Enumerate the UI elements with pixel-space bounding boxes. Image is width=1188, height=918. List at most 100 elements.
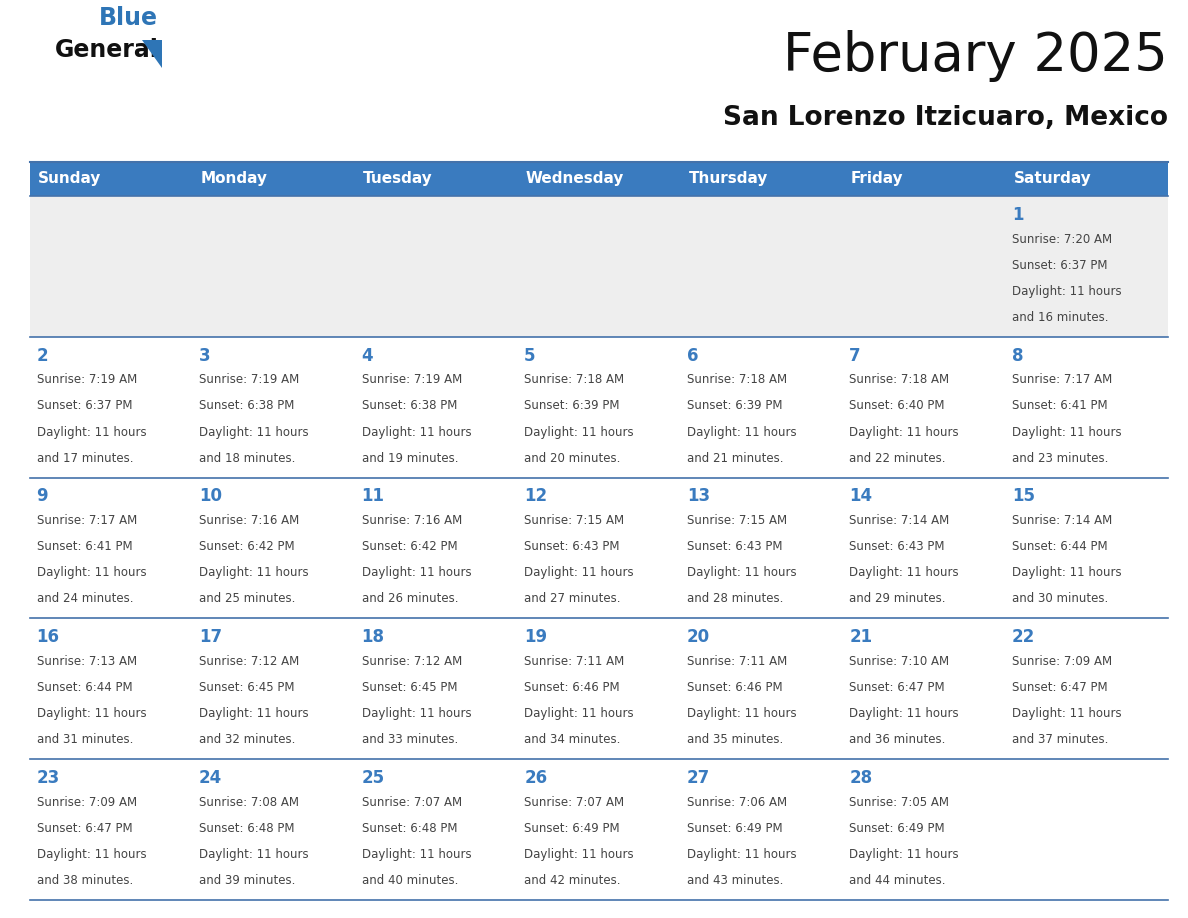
Text: Daylight: 11 hours: Daylight: 11 hours [361, 566, 472, 579]
Text: Daylight: 11 hours: Daylight: 11 hours [849, 426, 959, 439]
Text: and 39 minutes.: and 39 minutes. [200, 874, 296, 887]
Bar [1005, 619, 1168, 759]
Text: 19: 19 [524, 628, 548, 646]
Text: and 44 minutes.: and 44 minutes. [849, 874, 946, 887]
Bar [192, 196, 355, 337]
Text: and 19 minutes.: and 19 minutes. [361, 452, 459, 465]
Text: Friday: Friday [851, 172, 904, 186]
Text: Daylight: 11 hours: Daylight: 11 hours [849, 848, 959, 861]
Bar [518, 619, 681, 759]
Text: 8: 8 [1012, 347, 1023, 364]
Text: Sunset: 6:47 PM: Sunset: 6:47 PM [37, 822, 132, 834]
Text: Daylight: 11 hours: Daylight: 11 hours [1012, 285, 1121, 297]
Text: Daylight: 11 hours: Daylight: 11 hours [1012, 426, 1121, 439]
Text: Sunrise: 7:19 AM: Sunrise: 7:19 AM [37, 374, 137, 386]
Text: Sunset: 6:49 PM: Sunset: 6:49 PM [524, 822, 620, 834]
Bar [192, 477, 355, 619]
Bar [355, 619, 518, 759]
Text: Sunset: 6:46 PM: Sunset: 6:46 PM [687, 681, 783, 694]
Text: 12: 12 [524, 487, 548, 506]
Text: Sunrise: 7:17 AM: Sunrise: 7:17 AM [37, 514, 137, 527]
Bar [518, 759, 681, 900]
Text: Sunrise: 7:14 AM: Sunrise: 7:14 AM [1012, 514, 1112, 527]
Bar [518, 196, 681, 337]
Text: Daylight: 11 hours: Daylight: 11 hours [37, 566, 146, 579]
Text: Sunset: 6:48 PM: Sunset: 6:48 PM [200, 822, 295, 834]
Text: February 2025: February 2025 [783, 30, 1168, 82]
Text: 15: 15 [1012, 487, 1035, 506]
Bar [518, 162, 681, 196]
Text: Daylight: 11 hours: Daylight: 11 hours [524, 707, 634, 720]
Text: Daylight: 11 hours: Daylight: 11 hours [200, 426, 309, 439]
Text: and 22 minutes.: and 22 minutes. [849, 452, 946, 465]
Text: and 27 minutes.: and 27 minutes. [524, 592, 620, 605]
Text: Sunrise: 7:16 AM: Sunrise: 7:16 AM [200, 514, 299, 527]
Text: Blue: Blue [99, 6, 158, 30]
Text: Sunrise: 7:11 AM: Sunrise: 7:11 AM [524, 655, 625, 668]
Text: 9: 9 [37, 487, 49, 506]
Text: 13: 13 [687, 487, 710, 506]
Text: Sunset: 6:48 PM: Sunset: 6:48 PM [361, 822, 457, 834]
Text: 16: 16 [37, 628, 59, 646]
Bar [842, 759, 1005, 900]
Text: Daylight: 11 hours: Daylight: 11 hours [524, 566, 634, 579]
Text: Daylight: 11 hours: Daylight: 11 hours [361, 426, 472, 439]
Text: 23: 23 [37, 769, 59, 787]
Bar [518, 477, 681, 619]
Text: Sunset: 6:37 PM: Sunset: 6:37 PM [37, 399, 132, 412]
Text: 10: 10 [200, 487, 222, 506]
Bar [842, 196, 1005, 337]
Text: General: General [55, 38, 159, 62]
Text: Sunset: 6:45 PM: Sunset: 6:45 PM [200, 681, 295, 694]
Text: 5: 5 [524, 347, 536, 364]
Text: and 38 minutes.: and 38 minutes. [37, 874, 133, 887]
Text: and 25 minutes.: and 25 minutes. [200, 592, 296, 605]
Text: Monday: Monday [201, 172, 267, 186]
Text: Sunset: 6:46 PM: Sunset: 6:46 PM [524, 681, 620, 694]
Text: Daylight: 11 hours: Daylight: 11 hours [200, 707, 309, 720]
Text: Daylight: 11 hours: Daylight: 11 hours [361, 848, 472, 861]
Text: Sunset: 6:49 PM: Sunset: 6:49 PM [849, 822, 944, 834]
Text: Tuesday: Tuesday [364, 172, 432, 186]
Text: 17: 17 [200, 628, 222, 646]
Bar [518, 337, 681, 477]
Text: and 35 minutes.: and 35 minutes. [687, 733, 783, 746]
Bar [681, 759, 842, 900]
Text: 14: 14 [849, 487, 872, 506]
Text: Daylight: 11 hours: Daylight: 11 hours [361, 707, 472, 720]
Bar [355, 162, 518, 196]
Text: Sunset: 6:42 PM: Sunset: 6:42 PM [200, 541, 295, 554]
Bar [1005, 196, 1168, 337]
Text: Sunrise: 7:16 AM: Sunrise: 7:16 AM [361, 514, 462, 527]
Text: Sunset: 6:42 PM: Sunset: 6:42 PM [361, 541, 457, 554]
Text: Daylight: 11 hours: Daylight: 11 hours [849, 707, 959, 720]
Text: Daylight: 11 hours: Daylight: 11 hours [37, 707, 146, 720]
Bar [842, 162, 1005, 196]
Text: and 30 minutes.: and 30 minutes. [1012, 592, 1108, 605]
Bar [681, 619, 842, 759]
Text: Sunrise: 7:15 AM: Sunrise: 7:15 AM [687, 514, 786, 527]
Text: Daylight: 11 hours: Daylight: 11 hours [687, 707, 796, 720]
Text: Sunrise: 7:18 AM: Sunrise: 7:18 AM [524, 374, 625, 386]
Text: and 29 minutes.: and 29 minutes. [849, 592, 946, 605]
Text: Wednesday: Wednesday [526, 172, 624, 186]
Bar [30, 162, 192, 196]
Text: Sunset: 6:47 PM: Sunset: 6:47 PM [849, 681, 944, 694]
Text: and 37 minutes.: and 37 minutes. [1012, 733, 1108, 746]
Text: Sunrise: 7:07 AM: Sunrise: 7:07 AM [524, 796, 625, 809]
Text: Sunrise: 7:13 AM: Sunrise: 7:13 AM [37, 655, 137, 668]
Text: Daylight: 11 hours: Daylight: 11 hours [687, 566, 796, 579]
Text: and 17 minutes.: and 17 minutes. [37, 452, 133, 465]
Text: and 34 minutes.: and 34 minutes. [524, 733, 620, 746]
Bar [842, 477, 1005, 619]
Text: Daylight: 11 hours: Daylight: 11 hours [200, 848, 309, 861]
Bar [30, 477, 192, 619]
Text: 1: 1 [1012, 206, 1023, 224]
Bar [355, 759, 518, 900]
Text: 25: 25 [361, 769, 385, 787]
Text: Daylight: 11 hours: Daylight: 11 hours [524, 848, 634, 861]
Text: 26: 26 [524, 769, 548, 787]
Text: Sunrise: 7:07 AM: Sunrise: 7:07 AM [361, 796, 462, 809]
Text: Sunday: Sunday [38, 172, 101, 186]
Text: Sunset: 6:43 PM: Sunset: 6:43 PM [524, 541, 620, 554]
